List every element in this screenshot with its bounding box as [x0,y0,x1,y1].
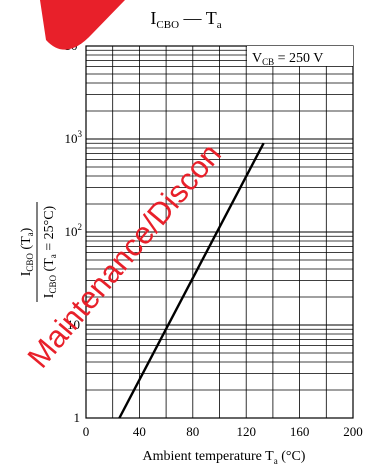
x-tick-label: 160 [290,424,310,439]
annotation-label: VCB = 250 V [252,51,323,67]
y-label-numerator: ICBO (Ta) [19,227,35,276]
y-tick-label: 1 [74,410,81,425]
chart-title: ICBO — Ta [150,8,221,31]
y-tick-label: 103 [65,129,83,146]
x-tick-label: 0 [83,424,90,439]
series-line [118,142,265,419]
annotation-bg [247,46,353,66]
x-axis-label: Ambient temperature Ta (°C) [143,449,306,466]
x-tick-label: 80 [186,424,199,439]
y-tick-label: 102 [65,222,83,239]
grid [86,46,353,418]
watermark-shape [40,0,125,50]
series-layer [118,142,265,419]
x-tick-label: 40 [133,424,146,439]
y-axis-label: ICBO (Ta) ICBO (Ta = 25°C) [19,202,58,302]
y-tick-label: 10 [67,317,80,332]
x-tick-label: 200 [343,424,363,439]
y-label-denominator: ICBO (Ta = 25°C) [42,205,58,298]
x-tick-label: 120 [236,424,256,439]
